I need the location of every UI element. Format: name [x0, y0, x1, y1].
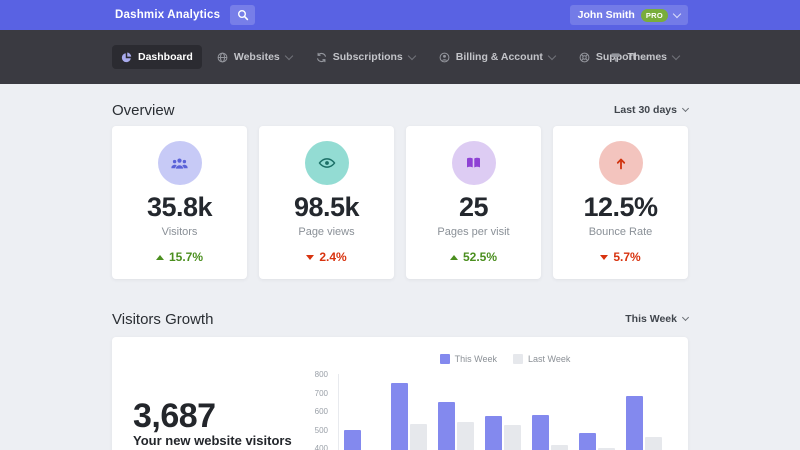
stat-delta: 5.7%	[553, 250, 688, 264]
bar-this-week	[485, 415, 502, 450]
bar-last-week	[457, 422, 474, 450]
bar-this-week	[344, 429, 361, 450]
stat-delta: 52.5%	[406, 250, 541, 264]
stats-row: 35.8k Visitors 15.7% 98.5k Page views 2.…	[112, 126, 688, 279]
chevron-down-icon	[407, 51, 417, 60]
search-icon	[237, 9, 249, 21]
user-circle-icon	[439, 52, 450, 63]
stat-label: Page views	[298, 226, 355, 238]
y-axis-tick: 400	[314, 444, 328, 450]
nav-items: Dashboard Websites Subscriptions	[112, 45, 657, 69]
refresh-icon	[316, 52, 327, 63]
nav-item-themes[interactable]: Themes	[601, 45, 688, 69]
growth-subtitle: Your new website visitors	[133, 433, 292, 448]
stat-label: Bounce Rate	[588, 226, 653, 238]
legend-swatch	[439, 354, 450, 364]
book-icon	[451, 141, 496, 185]
overview-range-select[interactable]: Last 30 days	[613, 104, 690, 116]
brand-link[interactable]: Dashmix Analytics	[115, 9, 221, 21]
search-button[interactable]	[230, 5, 256, 25]
y-axis-tick: 500	[314, 425, 328, 435]
bar-last-week	[504, 424, 521, 450]
chevron-down-icon	[284, 51, 294, 60]
bar-this-week	[532, 414, 549, 450]
main-content: Overview Last 30 days 35.8k Visitors 15.…	[112, 84, 690, 450]
stat-value: 25	[458, 192, 489, 222]
visitors-growth-title: Visitors Growth	[112, 310, 214, 328]
bar-this-week	[391, 383, 408, 450]
bar-this-week	[579, 433, 596, 450]
bar-last-week	[598, 448, 615, 450]
nav-label: Websites	[233, 51, 280, 63]
user-name: John Smith	[577, 9, 635, 21]
users-icon	[157, 141, 202, 185]
stat-value: 35.8k	[146, 192, 213, 222]
bar-last-week	[551, 445, 568, 450]
stat-value: 12.5%	[583, 192, 658, 222]
bar-last-week	[645, 436, 662, 450]
bar-this-week	[438, 401, 455, 450]
nav-item-support[interactable]: Support	[570, 45, 657, 69]
chevron-down-icon	[681, 104, 690, 113]
stat-card-bounce-rate: 12.5% Bounce Rate 5.7%	[553, 126, 688, 279]
globe-icon	[217, 52, 228, 63]
user-menu-button[interactable]: John Smith PRO	[569, 5, 688, 25]
legend-this-week: This Week	[439, 354, 497, 364]
nav-label: Subscriptions	[332, 51, 403, 63]
caret-up-icon	[155, 254, 164, 260]
legend-last-week: Last Week	[513, 354, 570, 364]
overview-title: Overview	[112, 101, 175, 119]
bar-chart-plot	[338, 374, 673, 450]
pie-chart-icon	[121, 52, 132, 63]
top-header: Dashmix Analytics John Smith PRO	[0, 0, 800, 30]
nav-item-dashboard[interactable]: Dashboard	[112, 45, 202, 69]
nav-item-subscriptions[interactable]: Subscriptions	[307, 45, 424, 69]
range-label: This Week	[625, 313, 677, 325]
overview-header: Overview Last 30 days	[112, 100, 690, 120]
caret-down-icon	[306, 254, 315, 260]
stat-label: Visitors	[161, 226, 198, 238]
y-axis-tick: 700	[314, 388, 328, 398]
life-ring-icon	[579, 52, 590, 63]
paint-roller-icon	[610, 52, 621, 63]
nav-label: Billing & Account	[455, 51, 543, 63]
visitors-growth-card: 3,687 Your new website visitors This Wee…	[112, 337, 688, 450]
visitors-growth-header: Visitors Growth This Week	[112, 309, 690, 329]
chevron-down-icon	[671, 51, 681, 60]
range-label: Last 30 days	[613, 104, 677, 116]
stat-value: 98.5k	[293, 192, 360, 222]
y-axis-tick: 600	[314, 407, 328, 416]
stat-label: Pages per visit	[437, 226, 510, 238]
nav-label: Themes	[627, 51, 667, 63]
y-axis-tick: 800	[314, 370, 328, 379]
caret-up-icon	[449, 254, 458, 260]
pro-badge: PRO	[640, 8, 668, 22]
bar-last-week	[410, 423, 427, 450]
chevron-down-icon	[672, 9, 682, 18]
growth-total: 3,687	[133, 397, 216, 435]
chevron-down-icon	[681, 313, 690, 322]
growth-range-select[interactable]: This Week	[625, 313, 690, 325]
nav-item-websites[interactable]: Websites	[208, 45, 301, 69]
main-nav: Dashboard Websites Subscriptions	[0, 30, 800, 84]
bar-this-week	[626, 396, 643, 450]
nav-label: Support	[595, 51, 637, 63]
chart-legend: This Week Last Week	[338, 354, 672, 364]
caret-down-icon	[600, 254, 609, 260]
stat-delta: 2.4%	[259, 250, 394, 264]
nav-item-billing-account[interactable]: Billing & Account	[430, 45, 564, 69]
nav-label: Dashboard	[138, 51, 193, 63]
legend-swatch	[513, 354, 523, 364]
stat-card-visitors: 35.8k Visitors 15.7%	[112, 126, 247, 279]
stat-card-pages-per-visit: 25 Pages per visit 52.5%	[406, 126, 541, 279]
stat-card-page-views: 98.5k Page views 2.4%	[259, 126, 394, 279]
eye-icon	[304, 141, 349, 185]
stat-delta: 15.7%	[112, 250, 247, 264]
arrow-up-icon	[598, 141, 643, 185]
chevron-down-icon	[547, 51, 557, 60]
